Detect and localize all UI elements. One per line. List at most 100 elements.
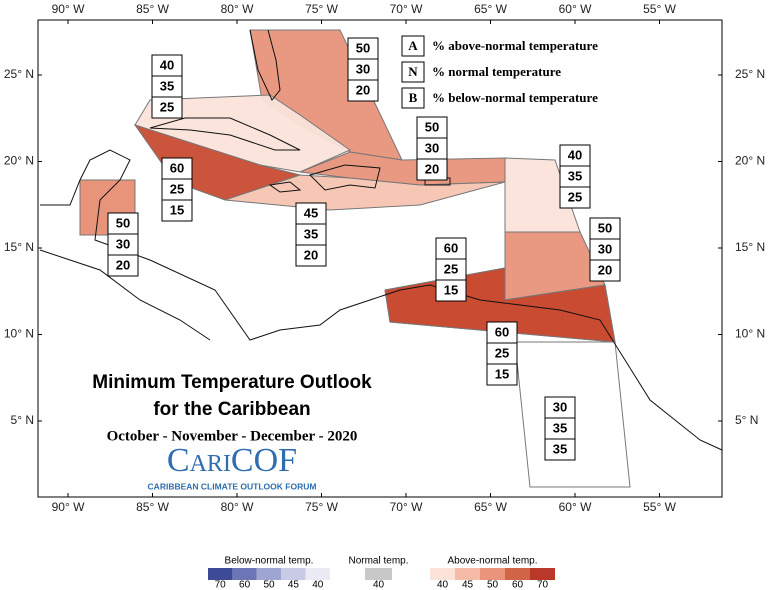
- lon-label: 70° W: [390, 500, 423, 514]
- lon-label: 65° W: [474, 2, 507, 16]
- prob-value: 20: [425, 161, 439, 176]
- colorbar-label: 40: [312, 580, 324, 590]
- prob-value: 30: [116, 236, 130, 251]
- key-letter: B: [409, 90, 418, 105]
- prob-box: [486, 363, 518, 386]
- colorbar-swatch: [208, 568, 233, 580]
- colorbar-swatch: [365, 568, 392, 580]
- prob-value: 50: [425, 119, 439, 134]
- lon-label: 80° W: [221, 2, 254, 16]
- lat-label: 20° N: [735, 154, 765, 168]
- colorbar-title: Below-normal temp.: [225, 556, 314, 567]
- colorbar-label: 50: [487, 580, 499, 590]
- prob-value: 30: [356, 61, 370, 76]
- colorbar-swatch: [305, 568, 330, 580]
- lon-label: 55° W: [643, 2, 676, 16]
- prob-value: 25: [495, 345, 509, 360]
- prob-value: 50: [356, 40, 370, 55]
- prob-value: 45: [304, 205, 318, 220]
- prob-box: [151, 96, 183, 119]
- outlook-region: [224, 174, 506, 211]
- prob-value: 35: [553, 441, 567, 456]
- prob-value: 25: [170, 181, 184, 196]
- key-letter: N: [408, 64, 418, 79]
- key-legend: A % above-normal temperature N % normal tem…: [401, 35, 598, 109]
- colorbar-label: 70: [215, 580, 227, 590]
- colorbar-label: 70: [537, 580, 549, 590]
- lon-label: 80° W: [221, 500, 254, 514]
- lon-label: 85° W: [136, 2, 169, 16]
- prob-value: 20: [304, 247, 318, 262]
- colorbar-swatch: [281, 568, 306, 580]
- lon-label: 70° W: [390, 2, 423, 16]
- colorbar-swatch: [505, 568, 530, 580]
- colorbar-swatch: [455, 568, 480, 580]
- prob-value: 35: [304, 226, 318, 241]
- lon-label: 75° W: [305, 500, 338, 514]
- prob-value: 35: [553, 420, 567, 435]
- colorbar-swatch: [480, 568, 505, 580]
- key-box: [401, 35, 425, 57]
- prob-value: 20: [356, 82, 370, 97]
- lat-label: 5° N: [11, 413, 34, 427]
- colorbar-label: 40: [373, 580, 385, 590]
- lon-label: 60° W: [559, 500, 592, 514]
- logo-subtitle: CARIBBEAN CLIMATE OUTLOOK FORUM: [148, 481, 317, 491]
- key-text: % normal temperature: [432, 64, 561, 79]
- lat-label: 5° N: [735, 413, 758, 427]
- prob-value: 15: [444, 282, 458, 297]
- lat-label: 10° N: [735, 327, 765, 341]
- prob-value: 15: [495, 366, 509, 381]
- colorbar-label: 50: [263, 580, 275, 590]
- colorbar-swatch: [232, 568, 257, 580]
- key-text: % above-normal temperature: [432, 38, 598, 53]
- prob-value: 15: [170, 202, 184, 217]
- period: October - November - December - 2020: [107, 428, 358, 444]
- prob-box: [544, 438, 576, 461]
- prob-box: [347, 79, 379, 102]
- prob-value: 25: [444, 261, 458, 276]
- prob-value: 25: [160, 99, 174, 114]
- prob-box: [295, 244, 327, 267]
- lon-label: 85° W: [136, 500, 169, 514]
- prob-value: 20: [598, 262, 612, 277]
- lon-label: 90° W: [52, 2, 85, 16]
- key-box: [401, 61, 425, 83]
- key-text: % below-normal temperature: [432, 90, 598, 105]
- lat-label: 15° N: [4, 240, 34, 254]
- prob-value: 30: [425, 140, 439, 155]
- colorbar-label: 45: [462, 580, 474, 590]
- colorbar-swatch: [256, 568, 282, 580]
- colorbar-label: 45: [288, 580, 300, 590]
- lon-label: 75° W: [305, 2, 338, 16]
- prob-value: 60: [444, 240, 458, 255]
- lon-label: 90° W: [52, 500, 85, 514]
- prob-value: 20: [116, 257, 130, 272]
- key-box: [401, 87, 425, 109]
- lat-label: 25° N: [735, 67, 765, 81]
- lat-label: 25° N: [4, 67, 34, 81]
- prob-box: [435, 279, 467, 302]
- prob-value: 40: [568, 147, 582, 162]
- prob-value: 60: [170, 160, 184, 175]
- title-line: for the Caribbean: [153, 399, 310, 420]
- lon-label: 55° W: [643, 500, 676, 514]
- prob-value: 50: [116, 215, 130, 230]
- prob-value: 35: [160, 78, 174, 93]
- lon-label: 65° W: [474, 500, 507, 514]
- prob-value: 25: [568, 189, 582, 204]
- lat-label: 10° N: [4, 327, 34, 341]
- lon-label: 60° W: [559, 2, 592, 16]
- prob-box: [559, 186, 591, 209]
- colorbar-label: 60: [239, 580, 251, 590]
- prob-value: 50: [598, 220, 612, 235]
- colorbar-title: Normal temp.: [348, 556, 408, 567]
- prob-value: 30: [553, 399, 567, 414]
- colorbar-title: Above-normal temp.: [447, 556, 537, 567]
- lat-label: 15° N: [735, 240, 765, 254]
- prob-value: 40: [160, 57, 174, 72]
- prob-value: 30: [598, 241, 612, 256]
- colorbar-swatch: [530, 568, 555, 580]
- prob-box: [589, 259, 621, 282]
